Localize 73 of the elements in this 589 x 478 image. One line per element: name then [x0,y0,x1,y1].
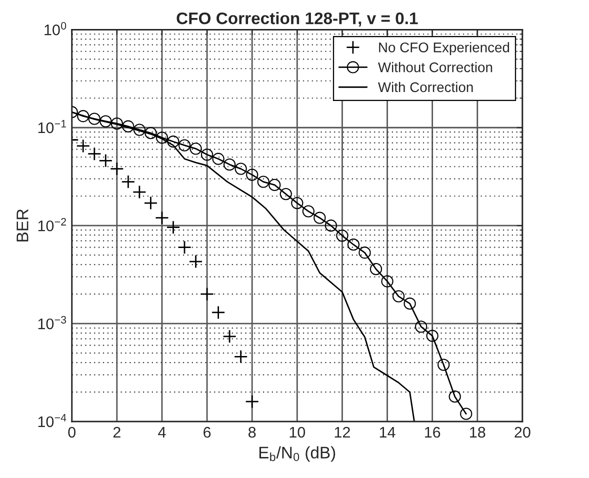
x-tick-label: 2 [113,426,120,438]
point [291,196,304,210]
point [370,263,382,276]
point [178,240,192,254]
x-tick-label: 20 [514,426,530,438]
x-tick-label: 12 [334,426,350,438]
point [302,205,314,218]
point [347,238,360,251]
point [212,152,224,165]
point [336,230,348,242]
point [324,220,338,232]
point [257,176,270,188]
point [144,126,157,140]
x-tick-label: 0 [68,426,76,438]
point [110,117,123,130]
y-axis-title: BER [16,209,28,242]
legend-label: Without Correction [378,62,492,72]
point [77,110,90,122]
point [222,329,237,344]
x-axis-title: E$_{b}$/N$_{0}$ (dB) [259,446,336,462]
point [200,287,214,302]
x-tick-label: 18 [470,426,486,438]
point [188,254,203,268]
point [211,305,226,320]
point [87,146,102,161]
point [246,168,258,181]
point [438,358,450,371]
point [314,212,326,224]
point [166,220,180,234]
point [381,275,394,288]
point [426,330,438,342]
point [190,142,202,155]
point [98,154,113,168]
point [100,115,112,128]
point [404,298,416,310]
x-tick-label: 14 [380,427,396,438]
x-tick-label: 6 [204,426,211,438]
point [280,188,292,200]
point [178,139,191,152]
point [392,290,405,302]
point [167,136,180,148]
legend-label: With Correction [378,82,473,92]
chart-title: CFO Correction 128-PT, v = 0.1 [176,12,418,27]
point [223,158,236,171]
point [156,132,168,144]
point [358,246,371,259]
x-tick-label: 10 [290,426,306,438]
legend-label: No CFO Experienced [379,42,510,56]
point [245,394,260,409]
point [414,320,428,333]
point [133,124,146,136]
x-tick-label: 16 [424,426,440,438]
y-tick-label: 10$^{−3}$ [38,316,66,330]
point [88,112,100,125]
y-tick-label: 10$^{−1}$ [38,120,66,134]
point [234,350,248,364]
point [144,196,158,210]
point [448,390,461,403]
point [460,408,472,420]
point [155,210,169,225]
x-tick-label: 4 [158,427,166,438]
point [76,139,90,153]
point [200,148,214,161]
y-tick-label: 10$^{0}$ [44,22,66,36]
point [234,162,247,175]
x-tick-label: 8 [248,426,256,438]
point [121,174,136,189]
y-tick-label: 10$^{−2}$ [38,218,66,232]
point [122,120,134,132]
point [110,162,124,176]
y-tick-label: 10$^{−4}$ [38,414,66,428]
point [268,178,281,192]
point [132,185,146,200]
